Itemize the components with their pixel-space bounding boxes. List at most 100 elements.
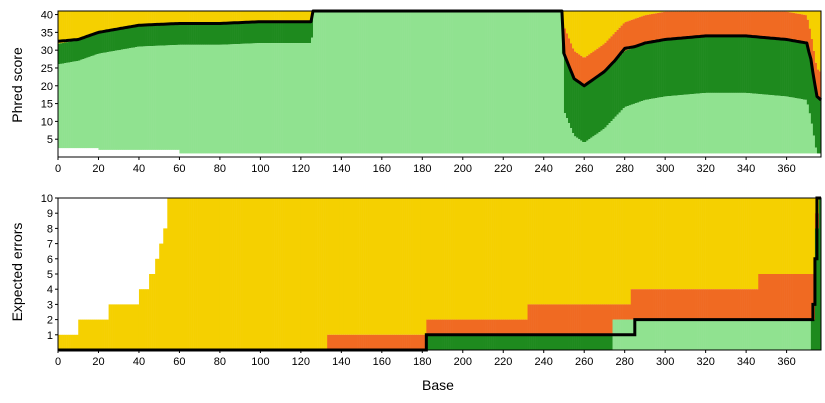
phred-lower-band-bar xyxy=(211,44,215,154)
errors-upper-band-bar xyxy=(420,198,423,335)
errors-upper-band-bar xyxy=(219,198,223,350)
errors-upper-band-bar xyxy=(808,198,812,274)
phred-y-tick-label: 20 xyxy=(41,81,53,93)
errors-upper-quartile-bar xyxy=(402,334,405,350)
phred-lower-band-bar xyxy=(440,11,443,154)
phred-lower-band-bar xyxy=(794,98,798,154)
phred-lower-band-bar xyxy=(760,94,763,154)
phred-upper-band-bar xyxy=(185,11,188,25)
phred-upper-quartile-bar xyxy=(703,11,706,37)
phred-lower-quartile-bar xyxy=(62,42,65,64)
phred-lower-band-bar xyxy=(424,11,427,154)
phred-lower-band-bar xyxy=(689,94,692,154)
errors-lower-band-bar xyxy=(565,334,569,350)
errors-upper-quartile-bar xyxy=(369,334,373,350)
errors-upper-band-bar xyxy=(628,198,632,305)
errors-upper-band-bar xyxy=(58,334,61,350)
phred-lower-quartile-bar xyxy=(725,36,729,93)
errors-lower-band-bar xyxy=(543,334,547,350)
errors-lower-band-bar xyxy=(685,319,688,350)
errors-upper-quartile-bar xyxy=(786,274,789,320)
phred-lower-quartile-bar xyxy=(671,39,674,96)
phred-lower-band-bar xyxy=(248,43,251,154)
phred-lower-quartile-bar xyxy=(760,37,763,95)
phred-lower-band-bar xyxy=(460,11,464,154)
errors-upper-band-bar xyxy=(772,198,775,274)
errors-upper-quartile-bar xyxy=(572,304,575,335)
phred-upper-quartile-bar xyxy=(804,15,808,44)
errors-upper-band-bar xyxy=(519,198,522,320)
errors-lower-band-bar xyxy=(727,319,731,350)
phred-lower-band-bar xyxy=(217,44,221,154)
errors-upper-quartile-bar xyxy=(410,334,413,350)
phred-lower-band-bar xyxy=(296,43,300,154)
phred-lower-quartile-bar xyxy=(784,40,787,97)
errors-lower-band-bar xyxy=(594,334,597,350)
errors-lower-band-bar xyxy=(570,334,573,350)
errors-upper-quartile-bar xyxy=(788,274,791,320)
phred-upper-quartile-bar xyxy=(594,50,597,79)
errors-upper-quartile-bar xyxy=(491,319,494,335)
errors-upper-quartile-bar xyxy=(590,304,593,335)
phred-x-tick-label: 340 xyxy=(737,163,755,175)
phred-upper-band-bar xyxy=(270,11,273,23)
errors-upper-band-bar xyxy=(323,198,326,350)
phred-x-tick-label: 240 xyxy=(535,163,553,175)
phred-upper-quartile-bar xyxy=(723,11,727,37)
phred-lower-band-bar xyxy=(667,96,670,154)
errors-upper-quartile-bar xyxy=(626,304,630,320)
phred-upper-quartile-bar xyxy=(731,11,735,37)
phred-lower-band-bar xyxy=(707,92,710,154)
errors-upper-band-bar xyxy=(499,198,502,320)
phred-lower-quartile-bar xyxy=(100,32,103,54)
phred-lower-quartile-bar xyxy=(264,22,267,44)
errors-upper-band-bar xyxy=(179,198,182,350)
phred-lower-band-bar xyxy=(549,11,553,154)
phred-upper-band-bar xyxy=(189,11,192,25)
phred-lower-band-bar xyxy=(766,94,769,154)
phred-lower-quartile-bar xyxy=(147,25,150,47)
phred-upper-quartile-bar xyxy=(584,57,587,86)
errors-upper-band-bar xyxy=(315,198,318,350)
phred-lower-band-bar xyxy=(116,50,120,150)
phred-lower-band-bar xyxy=(782,96,785,154)
errors-upper-band-bar xyxy=(464,198,468,320)
phred-lower-band-bar xyxy=(306,43,310,154)
errors-upper-quartile-bar xyxy=(517,319,520,335)
errors-lower-band-bar xyxy=(731,319,735,350)
phred-lower-quartile-bar xyxy=(84,37,87,59)
errors-upper-band-bar xyxy=(620,198,623,305)
phred-upper-band-bar xyxy=(195,11,198,25)
phred-lower-quartile-bar xyxy=(232,23,235,45)
phred-upper-quartile-bar xyxy=(693,11,696,38)
errors-upper-quartile-bar xyxy=(341,334,344,350)
errors-upper-band-bar xyxy=(74,334,77,350)
phred-lower-band-bar xyxy=(545,11,549,154)
errors-upper-band-bar xyxy=(750,198,753,290)
phred-upper-band-bar xyxy=(211,11,215,25)
phred-lower-quartile-bar xyxy=(772,39,775,96)
phred-upper-quartile-bar xyxy=(689,11,692,38)
phred-upper-band-bar xyxy=(308,11,312,23)
errors-x-tick-label: 160 xyxy=(373,356,391,368)
phred-upper-quartile-bar xyxy=(808,28,812,58)
errors-upper-band-bar xyxy=(758,198,761,274)
phred-upper-band-bar xyxy=(252,11,255,23)
errors-upper-band-bar xyxy=(705,198,708,290)
phred-upper-band-bar xyxy=(191,11,194,25)
errors-upper-band-bar xyxy=(278,198,281,350)
phred-lower-quartile-bar xyxy=(72,41,75,62)
phred-upper-band-bar xyxy=(570,11,573,44)
errors-upper-band-bar xyxy=(325,198,328,350)
phred-lower-quartile-bar xyxy=(161,24,164,46)
phred-lower-band-bar xyxy=(292,43,296,154)
phred-lower-quartile-bar xyxy=(64,42,67,64)
phred-y-tick-label: 30 xyxy=(41,45,53,57)
errors-upper-band-bar xyxy=(673,198,676,290)
errors-upper-quartile-bar xyxy=(725,289,729,320)
errors-lower-band-bar xyxy=(592,334,595,350)
errors-upper-band-bar xyxy=(790,198,793,274)
errors-upper-band-bar xyxy=(697,198,700,290)
phred-lower-quartile-bar xyxy=(60,43,63,64)
phred-upper-quartile-bar xyxy=(616,29,619,59)
